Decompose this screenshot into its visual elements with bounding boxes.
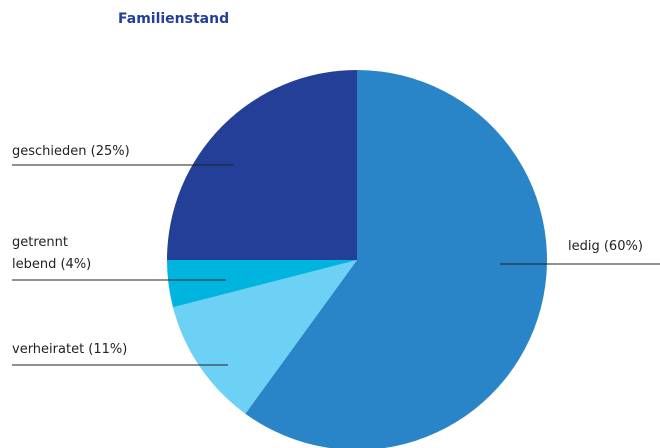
slice-label: geschieden (25%)	[12, 144, 130, 159]
pie-slice	[245, 70, 547, 448]
slice-label: getrennt	[12, 235, 68, 250]
slice-label: lebend (4%)	[12, 257, 91, 272]
slice-label: ledig (60%)	[568, 239, 643, 254]
pie-slice	[167, 260, 357, 308]
pie-slice	[172, 260, 357, 414]
pie-slice	[167, 70, 357, 260]
slice-label: verheiratet (11%)	[12, 342, 127, 357]
chart-title: Familienstand	[118, 11, 229, 27]
